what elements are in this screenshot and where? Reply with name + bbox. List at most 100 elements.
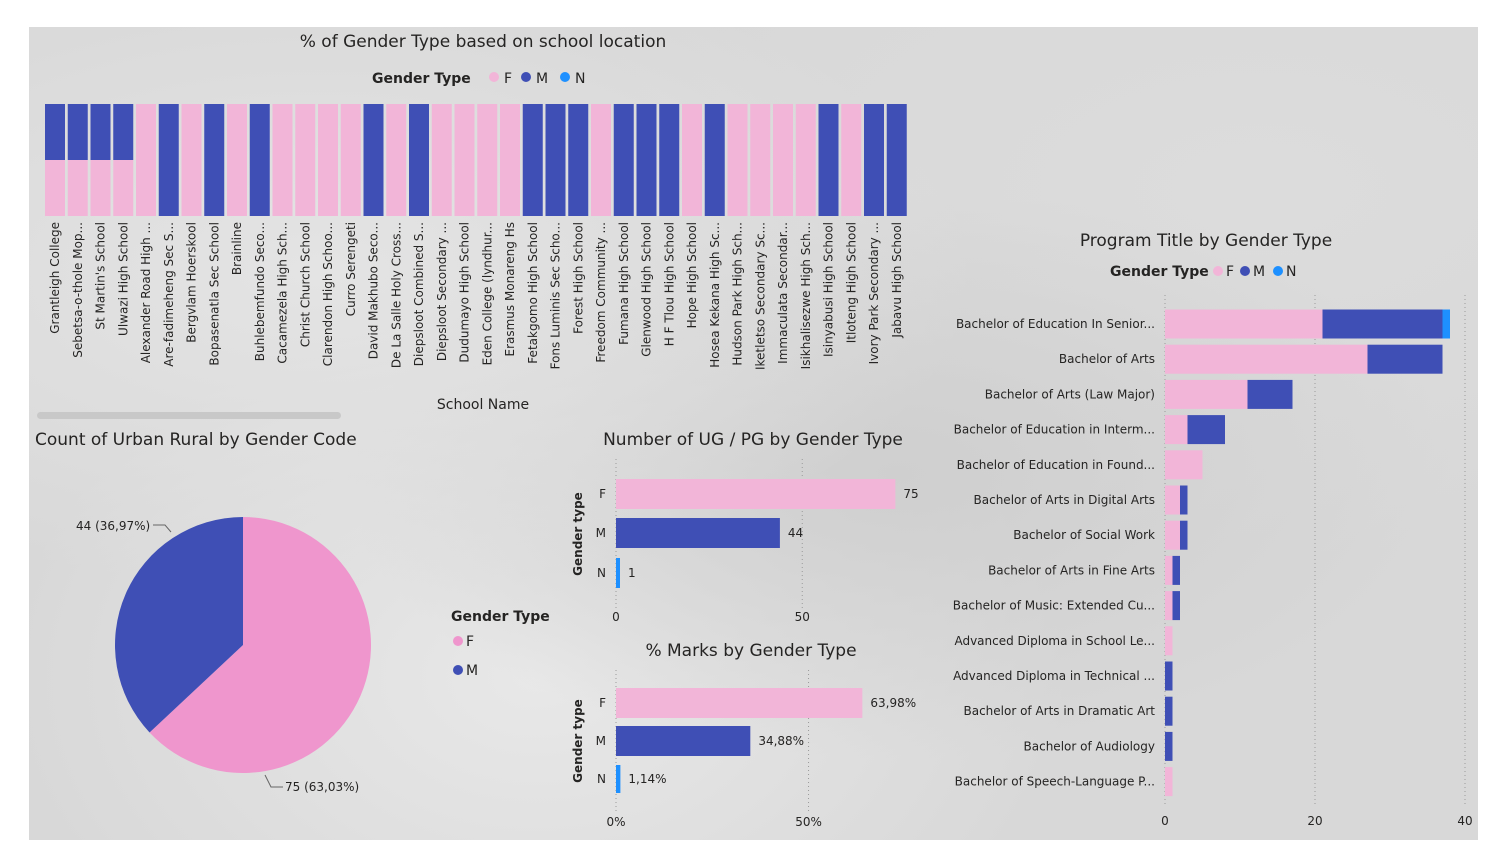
pie-slice-m[interactable] bbox=[115, 517, 243, 733]
program-bar-bachelor-of-education-in-senior-n[interactable] bbox=[1442, 309, 1451, 339]
school-bar-christ-church-school-f[interactable] bbox=[295, 104, 316, 216]
school-bar-clarendon-high-schoo-f[interactable] bbox=[318, 104, 338, 216]
school-bar-grantleigh-college-f[interactable] bbox=[45, 160, 65, 216]
marks-data-label-m: 34,88% bbox=[758, 734, 804, 748]
program-bar-advanced-diploma-in-school-le-f[interactable] bbox=[1165, 626, 1173, 656]
program-bar-bachelor-of-social-work-f[interactable] bbox=[1165, 520, 1180, 550]
school-bar-glenwood-high-school-m[interactable] bbox=[636, 104, 657, 216]
program-bar-bachelor-of-education-in-found-f[interactable] bbox=[1165, 450, 1203, 480]
program-legend-f[interactable]: F bbox=[1226, 264, 1234, 280]
ugpg-y-tick-m: M bbox=[596, 526, 606, 540]
marks-bar-n[interactable] bbox=[616, 765, 621, 793]
school-bar-erasmus-monareng-hs-f[interactable] bbox=[500, 104, 520, 216]
program-legend-m[interactable]: M bbox=[1253, 264, 1265, 280]
school-bar-bergvlam-hoerskool-f[interactable] bbox=[181, 104, 202, 216]
program-bar-bachelor-of-education-in-senior-m[interactable] bbox=[1322, 309, 1443, 339]
program-legend-title: Gender Type bbox=[1110, 264, 1209, 280]
urban-rural-pie-chart: Count of Urban Rural by Gender Code 44 (… bbox=[35, 430, 550, 794]
school-tick-freedom-community: Freedom Community ... bbox=[594, 222, 608, 363]
school-legend-n[interactable]: N bbox=[575, 71, 585, 87]
school-bar-st-martin-s-school-m[interactable] bbox=[90, 104, 111, 160]
school-bar-fumana-high-school-m[interactable] bbox=[613, 104, 634, 216]
school-bar-cacamezela-high-sch-f[interactable] bbox=[272, 104, 293, 216]
program-y-tick-advanced-diploma-in-technical: Advanced Diploma in Technical ... bbox=[953, 669, 1155, 683]
school-bar-diepsloot-secondary-f[interactable] bbox=[431, 104, 452, 216]
program-bar-bachelor-of-arts-in-digital-arts-f[interactable] bbox=[1165, 485, 1180, 515]
school-legend-f[interactable]: F bbox=[504, 71, 512, 87]
school-bar-hope-high-school-f[interactable] bbox=[682, 104, 702, 216]
program-bar-bachelor-of-education-in-senior-f[interactable] bbox=[1165, 309, 1323, 339]
program-bar-bachelor-of-arts-f[interactable] bbox=[1165, 344, 1368, 374]
program-bar-bachelor-of-arts-in-digital-arts-m[interactable] bbox=[1180, 485, 1188, 515]
school-bar-isinyabusi-high-school-m[interactable] bbox=[818, 104, 839, 216]
school-legend-f-marker bbox=[489, 72, 499, 82]
school-bar-st-martin-s-school-f[interactable] bbox=[90, 160, 111, 216]
school-bar-freedom-community-f[interactable] bbox=[591, 104, 611, 216]
school-bar-diepsloot-combined-s-m[interactable] bbox=[409, 104, 429, 216]
school-bar-jabavu-high-school-m[interactable] bbox=[886, 104, 907, 216]
school-tick-erasmus-monareng-hs: Erasmus Monareng Hs bbox=[503, 222, 517, 357]
program-bar-bachelor-of-arts-in-dramatic-art-m[interactable] bbox=[1165, 696, 1173, 726]
school-bar-brainline-f[interactable] bbox=[227, 104, 247, 216]
school-tick-eden-college-lyndhur: Eden College (lyndhur... bbox=[480, 222, 494, 365]
pie-slice-f[interactable] bbox=[149, 517, 371, 774]
school-chart-scrollbar[interactable] bbox=[37, 412, 341, 419]
program-bar-bachelor-of-music-extended-cu-m[interactable] bbox=[1172, 591, 1181, 621]
school-chart-title: % of Gender Type based on school locatio… bbox=[300, 32, 667, 52]
pie-legend-f[interactable]: F bbox=[466, 634, 474, 650]
program-bar-bachelor-of-arts-in-fine-arts-f[interactable] bbox=[1165, 555, 1173, 585]
school-tick-ulwazi-high-school: Ulwazi High School bbox=[116, 222, 130, 336]
ugpg-chart-title: Number of UG / PG by Gender Type bbox=[603, 430, 903, 450]
school-bar-dudumayo-high-school-f[interactable] bbox=[454, 104, 475, 216]
program-bar-bachelor-of-arts-m[interactable] bbox=[1367, 344, 1443, 374]
pie-legend-m[interactable]: M bbox=[466, 663, 478, 679]
pie-label-m: 44 (36,97%) bbox=[76, 519, 150, 533]
program-bar-bachelor-of-speech-language-p-f[interactable] bbox=[1165, 767, 1173, 797]
school-bar-hosea-kekana-high-sc-m[interactable] bbox=[704, 104, 725, 216]
school-bar-de-la-salle-holy-cross-f[interactable] bbox=[386, 104, 407, 216]
school-bar-h-f-tlou-high-school-m[interactable] bbox=[659, 104, 680, 216]
program-bar-bachelor-of-education-in-interm-f[interactable] bbox=[1165, 415, 1188, 445]
school-tick-h-f-tlou-high-school: H F Tlou High School bbox=[662, 222, 676, 346]
school-bar-sebetsa-o-thole-mop-m[interactable] bbox=[67, 104, 88, 160]
ugpg-bar-m[interactable] bbox=[616, 518, 780, 548]
school-bar-ulwazi-high-school-m[interactable] bbox=[113, 104, 134, 160]
school-bar-forest-high-school-m[interactable] bbox=[568, 104, 589, 216]
program-bar-bachelor-of-audiology-m[interactable] bbox=[1165, 731, 1173, 761]
program-bar-bachelor-of-education-in-interm-m[interactable] bbox=[1187, 415, 1226, 445]
program-bar-bachelor-of-arts-law-major-f[interactable] bbox=[1165, 379, 1248, 409]
school-bar-fons-luminis-sec-scho-m[interactable] bbox=[545, 104, 566, 216]
school-bar-eden-college-lyndhur-f[interactable] bbox=[477, 104, 498, 216]
school-bar-are-fadimeheng-sec-s-m[interactable] bbox=[158, 104, 179, 216]
program-bar-bachelor-of-music-extended-cu-f[interactable] bbox=[1165, 591, 1173, 621]
school-bar-david-makhubo-seco-m[interactable] bbox=[363, 104, 384, 216]
school-bar-buhlebemfundo-seco-m[interactable] bbox=[249, 104, 270, 216]
school-bar-grantleigh-college-m[interactable] bbox=[45, 104, 65, 160]
program-bar-bachelor-of-arts-law-major-m[interactable] bbox=[1247, 379, 1293, 409]
school-bar-hudson-park-high-sch-f[interactable] bbox=[727, 104, 748, 216]
school-bar-itloteng-high-school-f[interactable] bbox=[841, 104, 862, 216]
school-bar-ivory-park-secondary-m[interactable] bbox=[864, 104, 884, 216]
pie-label-line-m bbox=[153, 524, 172, 533]
marks-bar-f[interactable] bbox=[616, 688, 863, 718]
school-bar-immaculata-secondar-f[interactable] bbox=[773, 104, 793, 216]
school-legend-m[interactable]: M bbox=[536, 71, 548, 87]
program-bar-advanced-diploma-in-technical-m[interactable] bbox=[1165, 661, 1173, 691]
ugpg-bar-n[interactable] bbox=[616, 558, 620, 588]
school-bar-iketletso-secondary-sc-f[interactable] bbox=[750, 104, 771, 216]
pie-label-line-f bbox=[264, 774, 283, 788]
program-bar-bachelor-of-arts-in-fine-arts-m[interactable] bbox=[1172, 555, 1181, 585]
program-bar-bachelor-of-social-work-m[interactable] bbox=[1180, 520, 1188, 550]
marks-bar-m[interactable] bbox=[616, 726, 751, 756]
school-bar-isikhalisezwe-high-sch-f[interactable] bbox=[795, 104, 816, 216]
school-tick-david-makhubo-seco: David Makhubo Seco... bbox=[367, 222, 381, 359]
school-bar-ulwazi-high-school-f[interactable] bbox=[113, 160, 134, 216]
school-bar-bopasenatla-sec-school-m[interactable] bbox=[204, 104, 225, 216]
school-bar-curro-serengeti-f[interactable] bbox=[340, 104, 361, 216]
school-bar-alexander-road-high-f[interactable] bbox=[136, 104, 156, 216]
pie-legend: Gender Type F M bbox=[451, 609, 550, 679]
program-legend-n[interactable]: N bbox=[1286, 264, 1296, 280]
school-bar-sebetsa-o-thole-mop-f[interactable] bbox=[67, 160, 88, 216]
ugpg-bar-f[interactable] bbox=[616, 479, 896, 509]
school-bar-fetakgomo-high-school-m[interactable] bbox=[522, 104, 543, 216]
